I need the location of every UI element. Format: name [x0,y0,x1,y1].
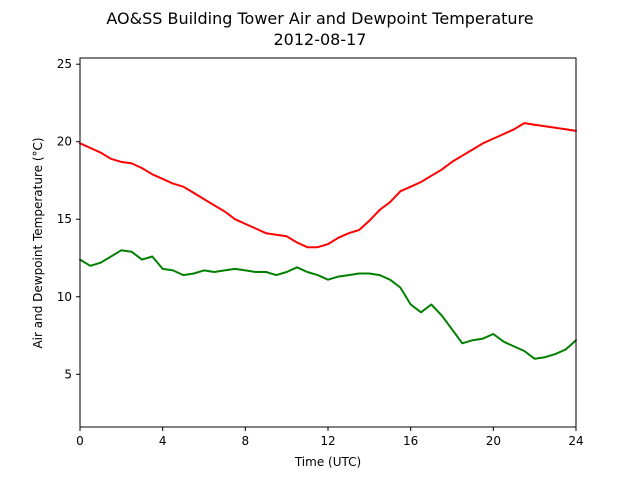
y-tick-label: 10 [57,290,72,304]
plot-frame [79,57,577,428]
plot-area: 0 4 8 12 16 20 24 5 10 15 20 25 [57,57,584,448]
chart-subtitle: 2012-08-17 [274,30,367,49]
y-tick-label: 25 [57,57,72,71]
y-tick-label: 5 [64,367,72,381]
x-tick-label: 16 [403,434,418,448]
series-line-1 [79,249,577,360]
x-tick-label: 24 [568,434,583,448]
y-tick-label: 15 [57,212,72,226]
x-tick-label: 8 [242,434,250,448]
chart-title: AO&SS Building Tower Air and Dewpoint Te… [106,9,533,28]
x-tick-label: 0 [76,434,84,448]
series-line-0 [79,122,577,249]
x-tick-label: 20 [486,434,501,448]
x-axis-label: Time (UTC) [294,455,361,469]
y-axis-label: Air and Dewpoint Temperature (°C) [31,137,45,348]
x-tick-label: 12 [320,434,335,448]
y-tick-label: 20 [57,135,72,149]
x-tick-label: 4 [159,434,167,448]
